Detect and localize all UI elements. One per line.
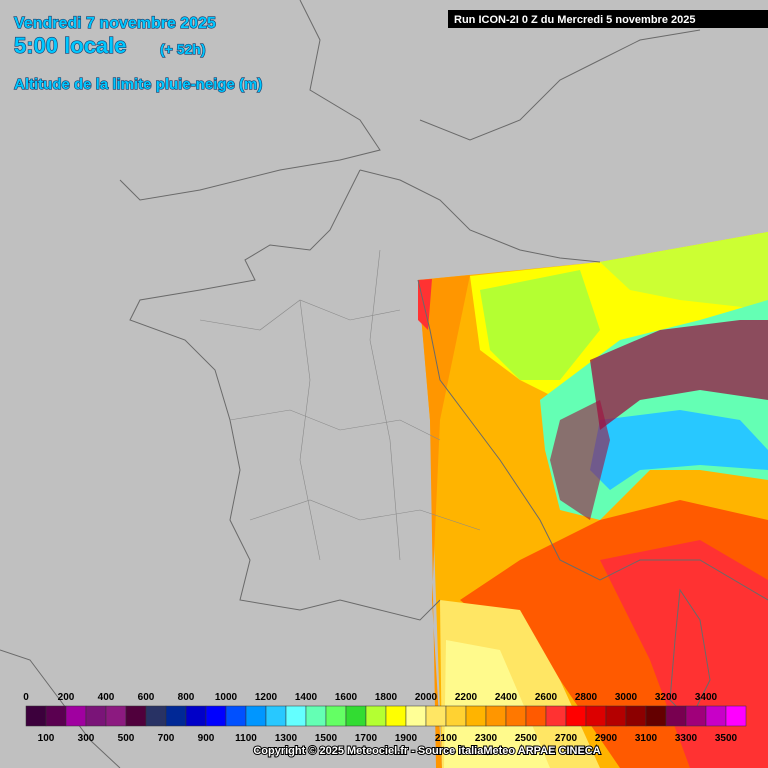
- legend-swatch: [425, 705, 447, 727]
- legend-swatch: [345, 705, 367, 727]
- region-borders: [199, 249, 481, 561]
- legend-label: 3300: [675, 733, 698, 744]
- legend-label: 1200: [255, 692, 278, 703]
- legend-swatch: [25, 705, 47, 727]
- legend-label: 2800: [575, 692, 598, 703]
- legend-label: 2400: [495, 692, 518, 703]
- legend-label: 2700: [555, 733, 578, 744]
- legend-swatch: [65, 705, 87, 727]
- legend-label: 3200: [655, 692, 678, 703]
- legend-swatch: [605, 705, 627, 727]
- legend-label: 1100: [235, 733, 257, 744]
- legend-swatch: [225, 705, 247, 727]
- legend-label: 1900: [395, 733, 418, 744]
- legend-label: 300: [78, 733, 95, 744]
- legend-label: 500: [118, 733, 135, 744]
- legend-label: 2300: [475, 733, 498, 744]
- legend-swatch: [525, 705, 547, 727]
- legend-label: 1500: [315, 733, 338, 744]
- legend-label: 200: [58, 692, 75, 703]
- legend-label: 1000: [215, 692, 238, 703]
- run-info: Run ICON-2I 0 Z du Mercredi 5 novembre 2…: [454, 14, 695, 26]
- legend-swatch: [585, 705, 607, 727]
- legend-swatch: [305, 705, 327, 727]
- legend-label: 1800: [375, 692, 398, 703]
- legend-swatch: [625, 705, 647, 727]
- lead-time: (+ 52h): [160, 41, 206, 57]
- legend-swatch: [445, 705, 467, 727]
- legend-swatch: [385, 705, 407, 727]
- legend-swatch: [545, 705, 567, 727]
- legend-label: 2200: [455, 692, 478, 703]
- legend: 0 100 200 300 400 500 600 700 800 900 1000 1100 1200…: [23, 692, 747, 744]
- legend-label: 3100: [635, 733, 658, 744]
- legend-label: 1300: [275, 733, 298, 744]
- legend-label: 1400: [295, 692, 318, 703]
- legend-label: 100: [38, 733, 55, 744]
- legend-swatch: [405, 705, 427, 727]
- legend-swatch: [725, 705, 747, 727]
- legend-label: 3500: [715, 733, 738, 744]
- legend-swatch: [125, 705, 147, 727]
- legend-label: 3400: [695, 692, 718, 703]
- legend-swatch: [685, 705, 707, 727]
- legend-swatch: [365, 705, 387, 727]
- legend-swatch: [205, 705, 227, 727]
- legend-swatch: [325, 705, 347, 727]
- legend-swatch: [565, 705, 587, 727]
- legend-swatch: [645, 705, 667, 727]
- legend-swatch: [285, 705, 307, 727]
- legend-swatch: [45, 705, 67, 727]
- legend-swatch: [145, 705, 167, 727]
- legend-label: 2000: [415, 692, 438, 703]
- legend-label: 1600: [335, 692, 358, 703]
- legend-swatch: [485, 705, 507, 727]
- date: Vendredi 7 novembre 2025: [14, 15, 216, 32]
- legend-label: 700: [158, 733, 175, 744]
- legend-label: 400: [98, 692, 115, 703]
- legend-swatch: [665, 705, 687, 727]
- legend-label: 2900: [595, 733, 618, 744]
- legend-label: 900: [198, 733, 215, 744]
- legend-label: 2500: [515, 733, 538, 744]
- legend-swatch: [245, 705, 267, 727]
- legend-swatch: [185, 705, 207, 727]
- legend-label: 1700: [355, 733, 378, 744]
- legend-swatch: [165, 705, 187, 727]
- run-box: [448, 10, 768, 28]
- legend-label: 2100: [435, 733, 458, 744]
- time: 5:00 locale: [14, 33, 127, 58]
- copyright: Copyright © 2025 Meteociel.fr - Source i…: [253, 745, 600, 757]
- parameter: Altitude de la limite pluie-neige (m): [14, 76, 262, 93]
- legend-label: 0: [23, 692, 29, 703]
- legend-label: 600: [138, 692, 155, 703]
- snow-limit-field: [418, 232, 768, 768]
- legend-swatch: [105, 705, 127, 727]
- legend-label: 800: [178, 692, 195, 703]
- legend-swatch: [85, 705, 107, 727]
- legend-swatch: [705, 705, 727, 727]
- legend-swatch: [505, 705, 527, 727]
- legend-swatch: [265, 705, 287, 727]
- legend-swatch: [465, 705, 487, 727]
- legend-label: 2600: [535, 692, 558, 703]
- legend-label: 3000: [615, 692, 638, 703]
